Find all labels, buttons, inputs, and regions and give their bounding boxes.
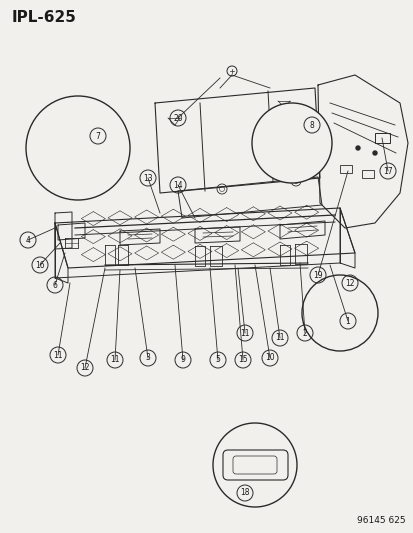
Text: 5: 5 (215, 356, 220, 365)
Bar (361, 170, 373, 178)
Text: 96145 625: 96145 625 (356, 516, 405, 525)
Text: 7: 7 (95, 132, 100, 141)
Text: 19: 19 (312, 271, 322, 279)
Circle shape (372, 151, 376, 155)
Text: 4: 4 (26, 236, 31, 245)
Bar (374, 133, 389, 143)
Text: 14: 14 (173, 181, 183, 190)
Text: 11: 11 (53, 351, 63, 359)
Circle shape (26, 96, 130, 200)
Text: 20: 20 (173, 114, 183, 123)
Text: 12: 12 (344, 279, 354, 287)
Text: 18: 18 (240, 489, 249, 497)
Text: 11: 11 (275, 334, 284, 343)
Text: 3: 3 (145, 353, 150, 362)
Circle shape (355, 146, 359, 150)
Text: 15: 15 (237, 356, 247, 365)
Circle shape (252, 103, 331, 183)
Circle shape (301, 275, 377, 351)
Text: 6: 6 (52, 280, 57, 289)
Text: 1: 1 (345, 317, 349, 326)
Text: 10: 10 (265, 353, 274, 362)
Text: 2: 2 (302, 328, 306, 337)
Text: 13: 13 (143, 174, 152, 182)
Text: 9: 9 (180, 356, 185, 365)
Bar (339, 165, 351, 173)
Text: 11: 11 (240, 328, 249, 337)
Text: 17: 17 (382, 166, 392, 175)
Text: 11: 11 (110, 356, 119, 365)
Text: 8: 8 (309, 120, 313, 130)
Text: 12: 12 (80, 364, 90, 373)
Text: 16: 16 (35, 261, 45, 270)
Text: IPL-625: IPL-625 (12, 10, 77, 25)
Circle shape (212, 423, 296, 507)
